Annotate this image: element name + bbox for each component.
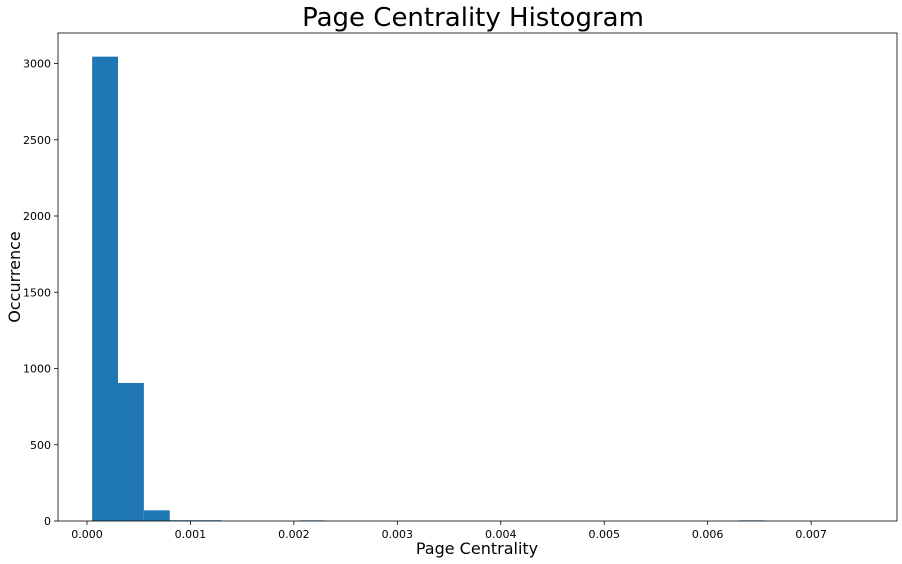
x-tick-label: 0.006 — [692, 528, 724, 541]
plot-frame — [57, 32, 898, 522]
bars-group — [92, 56, 765, 521]
histogram-bar — [143, 510, 170, 521]
x-tick-label: 0.001 — [175, 528, 207, 541]
x-tick-label: 0.005 — [588, 528, 620, 541]
y-tick-label: 3000 — [23, 58, 51, 71]
y-tick-label: 2500 — [23, 134, 51, 147]
y-tick-label: 0 — [44, 515, 51, 528]
y-tick-label: 1000 — [23, 363, 51, 376]
x-tick-label: 0.007 — [795, 528, 827, 541]
y-tick-label: 500 — [30, 439, 51, 452]
x-tick-label: 0.002 — [278, 528, 310, 541]
x-axis-ticks: 0.000 0.001 0.002 0.003 0.004 0.005 0.006 0.007 — [71, 521, 827, 541]
y-tick-label: 2000 — [23, 210, 51, 223]
x-axis-label: Page Centrality — [416, 539, 538, 558]
x-tick-label: 0.000 — [71, 528, 103, 541]
y-axis-ticks: 0 500 1000 1500 2000 2500 3000 — [23, 58, 58, 528]
y-tick-label: 1500 — [23, 286, 51, 299]
x-tick-label: 0.003 — [382, 528, 414, 541]
y-axis-label: Occurrence — [5, 231, 24, 322]
histogram-bar — [118, 382, 144, 521]
x-tick-label: 0.004 — [485, 528, 517, 541]
chart-title: Page Centrality Histogram — [302, 3, 644, 33]
histogram-bar — [92, 56, 118, 521]
